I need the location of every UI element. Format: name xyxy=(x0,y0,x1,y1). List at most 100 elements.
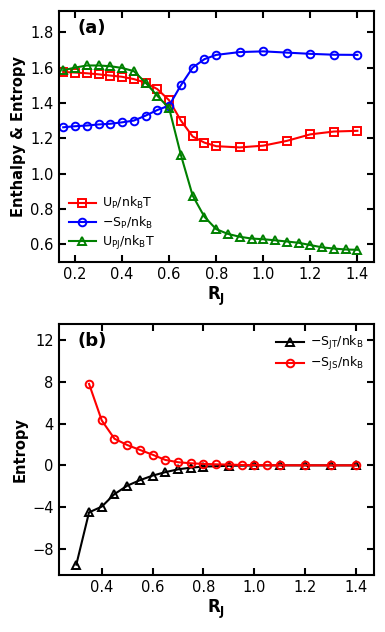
U$_\mathregular{P}$/nk$_\mathregular{B}$T xyxy=(238,143,242,151)
$-$S$_\mathregular{JT}$/nk$_\mathregular{B}$ xyxy=(74,561,79,568)
$-$S$_\mathregular{JS}$/nk$_\mathregular{B}$ xyxy=(239,461,244,469)
U$_\mathregular{PJ}$/nk$_\mathregular{B}$T xyxy=(355,246,360,253)
$-$S$_\mathregular{P}$/nk$_\mathregular{B}$ xyxy=(167,102,171,109)
U$_\mathregular{PJ}$/nk$_\mathregular{B}$T xyxy=(143,79,148,87)
U$_\mathregular{P}$/nk$_\mathregular{B}$T xyxy=(285,137,289,145)
X-axis label: R$_\mathregular{J}$: R$_\mathregular{J}$ xyxy=(207,598,225,621)
U$_\mathregular{P}$/nk$_\mathregular{B}$T xyxy=(108,72,112,80)
U$_\mathregular{PJ}$/nk$_\mathregular{B}$T xyxy=(308,241,313,249)
U$_\mathregular{P}$/nk$_\mathregular{B}$T xyxy=(132,75,136,83)
U$_\mathregular{P}$/nk$_\mathregular{B}$T xyxy=(167,97,171,104)
U$_\mathregular{PJ}$/nk$_\mathregular{B}$T xyxy=(331,245,336,252)
$-$S$_\mathregular{P}$/nk$_\mathregular{B}$ xyxy=(202,56,207,63)
U$_\mathregular{PJ}$/nk$_\mathregular{B}$T xyxy=(214,226,219,233)
U$_\mathregular{PJ}$/nk$_\mathregular{B}$T xyxy=(190,192,195,200)
$-$S$_\mathregular{JS}$/nk$_\mathregular{B}$ xyxy=(87,380,91,387)
U$_\mathregular{PJ}$/nk$_\mathregular{B}$T xyxy=(120,64,124,72)
$-$S$_\mathregular{P}$/nk$_\mathregular{B}$ xyxy=(261,47,266,55)
$-$S$_\mathregular{JS}$/nk$_\mathregular{B}$ xyxy=(214,461,219,468)
U$_\mathregular{PJ}$/nk$_\mathregular{B}$T xyxy=(132,68,136,75)
$-$S$_\mathregular{P}$/nk$_\mathregular{B}$ xyxy=(355,51,360,59)
U$_\mathregular{P}$/nk$_\mathregular{B}$T xyxy=(120,73,124,81)
U$_\mathregular{PJ}$/nk$_\mathregular{B}$T xyxy=(249,234,254,242)
$-$S$_\mathregular{JT}$/nk$_\mathregular{B}$ xyxy=(278,461,282,469)
U$_\mathregular{P}$/nk$_\mathregular{B}$T xyxy=(61,68,65,76)
$-$S$_\mathregular{P}$/nk$_\mathregular{B}$ xyxy=(96,121,101,128)
$-$S$_\mathregular{P}$/nk$_\mathregular{B}$ xyxy=(73,123,77,130)
U$_\mathregular{PJ}$/nk$_\mathregular{B}$T xyxy=(108,63,112,70)
U$_\mathregular{P}$/nk$_\mathregular{B}$T xyxy=(214,142,219,150)
U$_\mathregular{PJ}$/nk$_\mathregular{B}$T xyxy=(273,236,277,244)
Y-axis label: Enthalpy & Entropy: Enthalpy & Entropy xyxy=(11,56,26,217)
$-$S$_\mathregular{JS}$/nk$_\mathregular{B}$ xyxy=(150,451,155,458)
U$_\mathregular{P}$/nk$_\mathregular{B}$T xyxy=(202,139,207,147)
$-$S$_\mathregular{JT}$/nk$_\mathregular{B}$ xyxy=(252,461,257,469)
$-$S$_\mathregular{JS}$/nk$_\mathregular{B}$ xyxy=(137,446,142,454)
$-$S$_\mathregular{JT}$/nk$_\mathregular{B}$ xyxy=(189,464,193,471)
U$_\mathregular{P}$/nk$_\mathregular{B}$T xyxy=(308,131,313,138)
$-$S$_\mathregular{P}$/nk$_\mathregular{B}$ xyxy=(285,49,289,56)
U$_\mathregular{P}$/nk$_\mathregular{B}$T xyxy=(96,71,101,78)
$-$S$_\mathregular{JT}$/nk$_\mathregular{B}$ xyxy=(112,490,117,498)
U$_\mathregular{P}$/nk$_\mathregular{B}$T xyxy=(179,117,183,125)
U$_\mathregular{PJ}$/nk$_\mathregular{B}$T xyxy=(179,151,183,159)
U$_\mathregular{PJ}$/nk$_\mathregular{B}$T xyxy=(96,62,101,70)
$-$S$_\mathregular{JT}$/nk$_\mathregular{B}$ xyxy=(201,463,206,470)
U$_\mathregular{PJ}$/nk$_\mathregular{B}$T xyxy=(320,243,325,251)
U$_\mathregular{PJ}$/nk$_\mathregular{B}$T xyxy=(155,92,160,100)
$-$S$_\mathregular{JT}$/nk$_\mathregular{B}$ xyxy=(99,503,104,511)
$-$S$_\mathregular{JS}$/nk$_\mathregular{B}$ xyxy=(265,461,270,469)
$-$S$_\mathregular{JS}$/nk$_\mathregular{B}$ xyxy=(303,461,308,469)
U$_\mathregular{P}$/nk$_\mathregular{B}$T xyxy=(155,85,160,93)
$-$S$_\mathregular{P}$/nk$_\mathregular{B}$ xyxy=(214,51,219,59)
U$_\mathregular{PJ}$/nk$_\mathregular{B}$T xyxy=(343,246,348,253)
$-$S$_\mathregular{JS}$/nk$_\mathregular{B}$ xyxy=(112,435,117,442)
$-$S$_\mathregular{P}$/nk$_\mathregular{B}$ xyxy=(308,50,313,58)
$-$S$_\mathregular{JS}$/nk$_\mathregular{B}$ xyxy=(278,461,282,469)
Legend: U$_\mathregular{P}$/nk$_\mathregular{B}$T, $-$S$_\mathregular{P}$/nk$_\mathregul: U$_\mathregular{P}$/nk$_\mathregular{B}$… xyxy=(65,191,159,255)
$-$S$_\mathregular{P}$/nk$_\mathregular{B}$ xyxy=(132,117,136,125)
U$_\mathregular{P}$/nk$_\mathregular{B}$T xyxy=(84,70,89,77)
$-$S$_\mathregular{JT}$/nk$_\mathregular{B}$ xyxy=(150,472,155,480)
$-$S$_\mathregular{P}$/nk$_\mathregular{B}$ xyxy=(143,112,148,119)
$-$S$_\mathregular{JT}$/nk$_\mathregular{B}$ xyxy=(303,461,308,469)
$-$S$_\mathregular{JS}$/nk$_\mathregular{B}$ xyxy=(176,458,180,466)
Text: (a): (a) xyxy=(77,18,106,37)
$-$S$_\mathregular{JT}$/nk$_\mathregular{B}$ xyxy=(87,509,91,516)
$-$S$_\mathregular{P}$/nk$_\mathregular{B}$ xyxy=(179,82,183,89)
X-axis label: R$_\mathregular{J}$: R$_\mathregular{J}$ xyxy=(207,284,225,308)
$-$S$_\mathregular{JS}$/nk$_\mathregular{B}$ xyxy=(189,459,193,467)
U$_\mathregular{PJ}$/nk$_\mathregular{B}$T xyxy=(167,104,171,112)
$-$S$_\mathregular{JS}$/nk$_\mathregular{B}$ xyxy=(328,461,333,469)
Text: (b): (b) xyxy=(77,332,107,350)
Legend: $-$S$_\mathregular{JT}$/nk$_\mathregular{B}$, $-$S$_\mathregular{JS}$/nk$_\mathr: $-$S$_\mathregular{JT}$/nk$_\mathregular… xyxy=(273,331,368,377)
$-$S$_\mathregular{JT}$/nk$_\mathregular{B}$ xyxy=(125,482,129,490)
$-$S$_\mathregular{P}$/nk$_\mathregular{B}$ xyxy=(84,122,89,130)
Line: $-$S$_\mathregular{JT}$/nk$_\mathregular{B}$: $-$S$_\mathregular{JT}$/nk$_\mathregular… xyxy=(72,461,360,568)
$-$S$_\mathregular{JT}$/nk$_\mathregular{B}$ xyxy=(328,461,333,469)
$-$S$_\mathregular{P}$/nk$_\mathregular{B}$ xyxy=(238,48,242,56)
Y-axis label: Entropy: Entropy xyxy=(13,417,28,482)
U$_\mathregular{PJ}$/nk$_\mathregular{B}$T xyxy=(202,213,207,221)
Line: $-$S$_\mathregular{P}$/nk$_\mathregular{B}$: $-$S$_\mathregular{P}$/nk$_\mathregular{… xyxy=(59,47,361,131)
Line: $-$S$_\mathregular{JS}$/nk$_\mathregular{B}$: $-$S$_\mathregular{JS}$/nk$_\mathregular… xyxy=(85,380,360,469)
$-$S$_\mathregular{P}$/nk$_\mathregular{B}$ xyxy=(155,106,160,114)
$-$S$_\mathregular{JS}$/nk$_\mathregular{B}$ xyxy=(99,416,104,424)
$-$S$_\mathregular{JT}$/nk$_\mathregular{B}$ xyxy=(137,477,142,484)
U$_\mathregular{P}$/nk$_\mathregular{B}$T xyxy=(143,79,148,87)
U$_\mathregular{PJ}$/nk$_\mathregular{B}$T xyxy=(84,62,89,70)
$-$S$_\mathregular{JS}$/nk$_\mathregular{B}$ xyxy=(201,460,206,468)
$-$S$_\mathregular{JT}$/nk$_\mathregular{B}$ xyxy=(227,462,231,470)
U$_\mathregular{PJ}$/nk$_\mathregular{B}$T xyxy=(285,238,289,245)
U$_\mathregular{PJ}$/nk$_\mathregular{B}$T xyxy=(226,230,230,238)
U$_\mathregular{PJ}$/nk$_\mathregular{B}$T xyxy=(238,233,242,241)
$-$S$_\mathregular{JS}$/nk$_\mathregular{B}$ xyxy=(252,461,257,469)
$-$S$_\mathregular{P}$/nk$_\mathregular{B}$ xyxy=(190,64,195,71)
$-$S$_\mathregular{JS}$/nk$_\mathregular{B}$ xyxy=(354,461,358,469)
$-$S$_\mathregular{JS}$/nk$_\mathregular{B}$ xyxy=(125,441,129,449)
$-$S$_\mathregular{JT}$/nk$_\mathregular{B}$ xyxy=(163,468,167,476)
$-$S$_\mathregular{JT}$/nk$_\mathregular{B}$ xyxy=(354,461,358,469)
$-$S$_\mathregular{P}$/nk$_\mathregular{B}$ xyxy=(120,119,124,126)
$-$S$_\mathregular{JS}$/nk$_\mathregular{B}$ xyxy=(227,461,231,468)
U$_\mathregular{PJ}$/nk$_\mathregular{B}$T xyxy=(61,66,65,74)
